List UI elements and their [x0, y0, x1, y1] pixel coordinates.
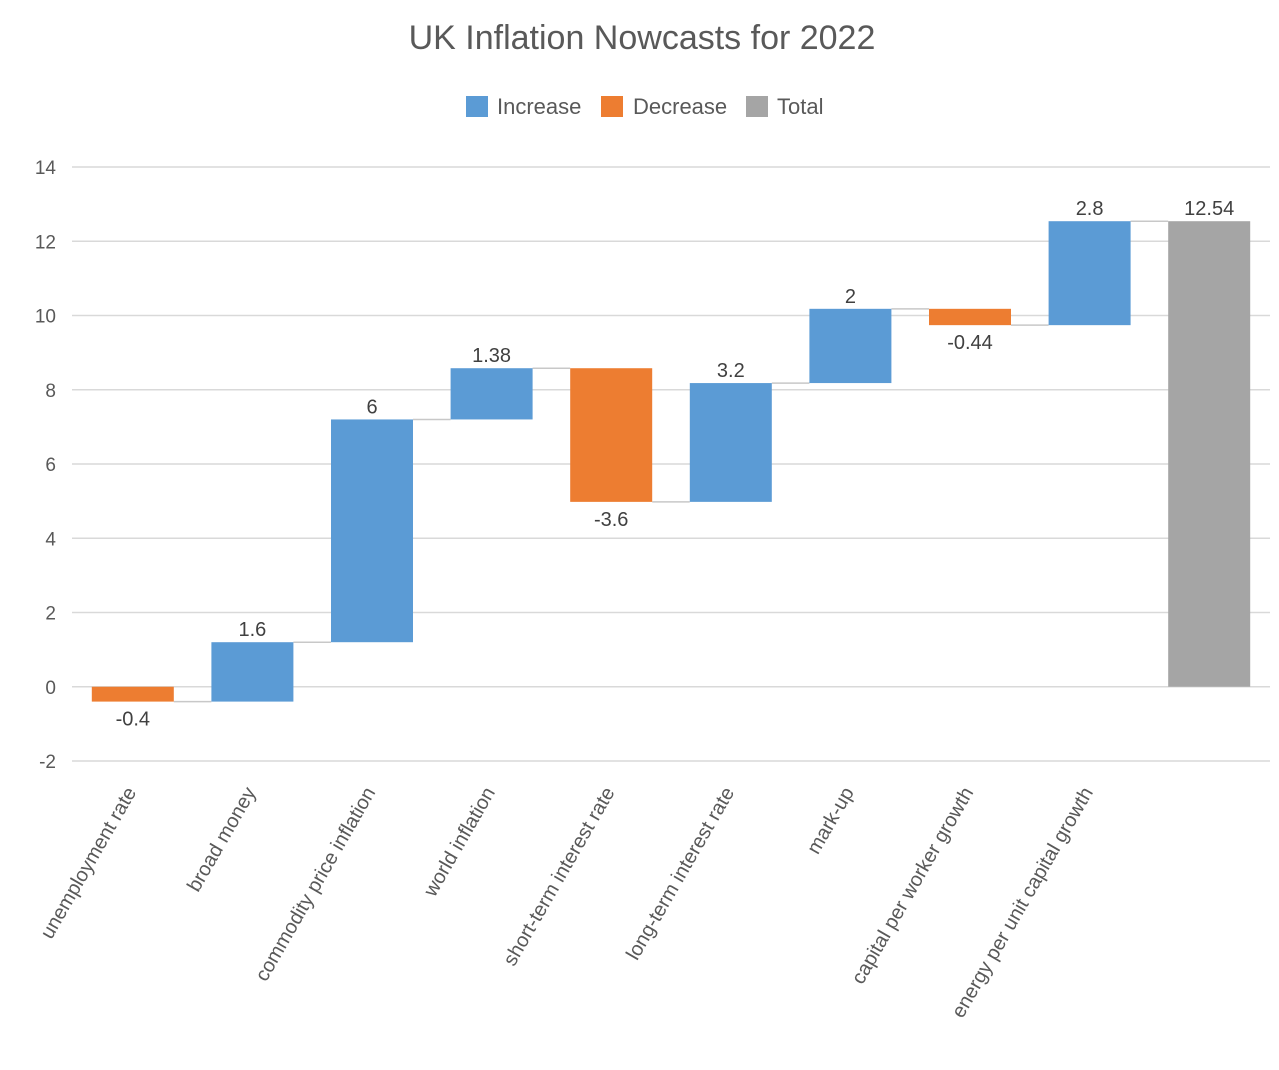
data-label: 6	[366, 396, 377, 418]
legend-label-increase: Increase	[497, 94, 581, 119]
y-tick-label: 6	[45, 455, 56, 476]
value-labels: -0.4 1.6 6 1.38 -3.6 3.2 2 -0.44 2.8 12.54	[116, 198, 1235, 730]
y-tick-label: 14	[35, 158, 57, 179]
x-category-label: commodity price inflation	[251, 784, 380, 986]
data-label: 2	[845, 286, 856, 308]
x-category-label: short-term interest rate	[499, 784, 619, 970]
x-category-label: broad money	[183, 784, 260, 896]
data-label: 3.2	[717, 360, 745, 382]
legend-swatch-decrease	[601, 96, 623, 117]
bar-world-inflation	[450, 368, 533, 420]
data-label: 1.6	[238, 619, 266, 641]
bar-long-term-interest-rate	[689, 383, 772, 502]
y-tick-label: 10	[35, 307, 56, 328]
bar-broad-money	[211, 642, 294, 702]
data-label: 1.38	[472, 345, 511, 367]
data-label: -3.6	[594, 509, 628, 531]
y-axis-ticks: -2 0 2 4 6 8 10 12 14	[35, 158, 57, 773]
bar-unemployment-rate	[91, 686, 174, 702]
y-tick-label: 0	[45, 678, 56, 699]
legend-swatch-total	[746, 96, 768, 117]
data-label: -0.44	[947, 332, 993, 354]
y-tick-label: 8	[45, 381, 56, 402]
x-category-label: unemployment rate	[36, 784, 141, 943]
x-category-label: energy per unit capital growth	[948, 784, 1098, 1022]
chart-title: UK Inflation Nowcasts for 2022	[409, 19, 876, 57]
x-category-label: world inflation	[419, 784, 500, 902]
bar-energy-per-unit-capital-growth	[1048, 221, 1131, 326]
bars	[91, 221, 1251, 702]
bar-mark-up	[809, 308, 892, 384]
x-category-label: long-term interest rate	[622, 784, 739, 964]
data-label: 12.54	[1184, 198, 1234, 220]
legend-label-decrease: Decrease	[633, 94, 727, 119]
chart-legend: Increase Decrease Total	[466, 94, 823, 119]
y-tick-label: 2	[45, 604, 56, 625]
x-category-label: capital per worker growth	[848, 784, 979, 989]
y-tick-label: -2	[39, 752, 56, 773]
x-category-label: mark-up	[803, 784, 859, 859]
connector-lines	[173, 220, 1169, 703]
legend-label-total: Total	[777, 94, 823, 119]
y-tick-label: 4	[45, 529, 56, 550]
bar-total	[1168, 221, 1251, 687]
bar-capital-per-worker-growth	[929, 308, 1011, 326]
bar-commodity-price-inflation	[331, 419, 413, 643]
data-label: -0.4	[116, 709, 150, 731]
bar-short-term-interest-rate	[570, 368, 653, 502]
y-tick-label: 12	[35, 232, 56, 253]
data-label: 2.8	[1076, 198, 1104, 220]
legend-swatch-increase	[466, 96, 488, 117]
